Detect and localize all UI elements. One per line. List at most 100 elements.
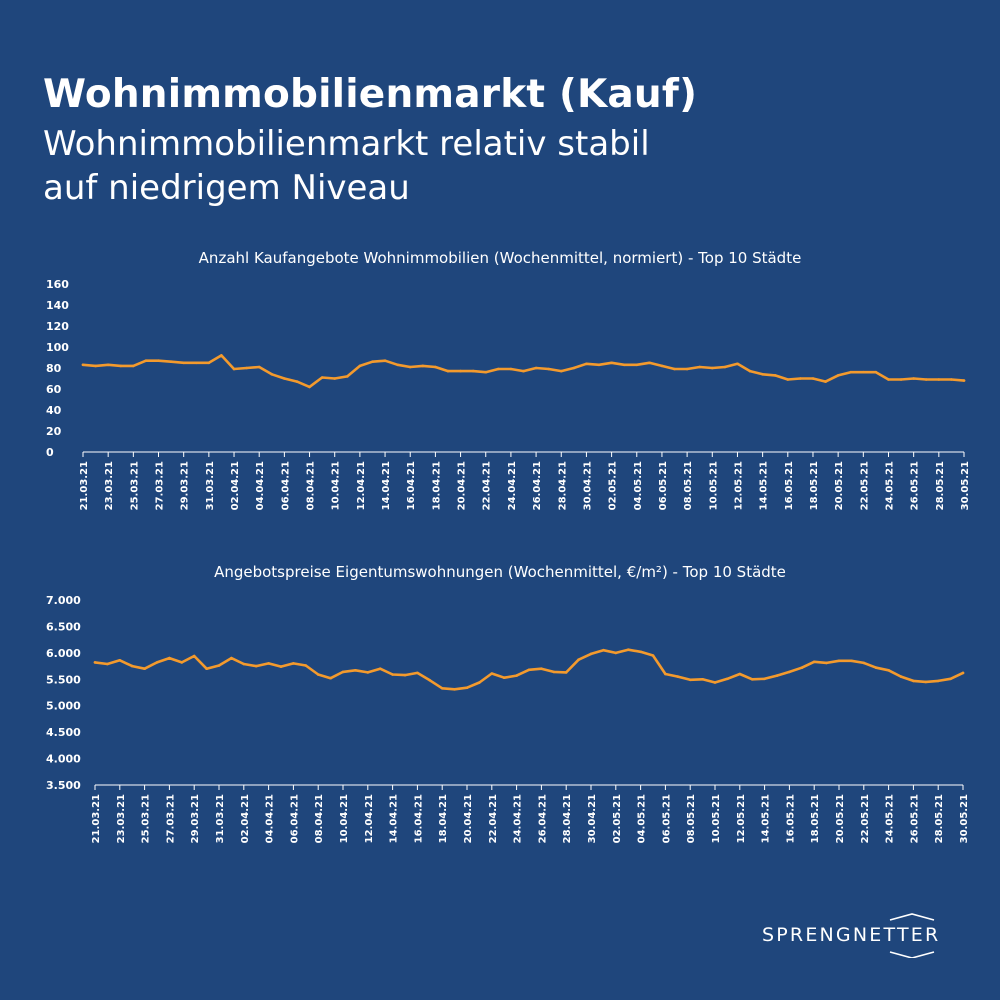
chart-1-data-point	[685, 367, 689, 371]
chart-2-data-point	[775, 674, 779, 677]
chart-2-data-point	[453, 688, 456, 691]
chart-2-x-tick-label: 14.04.21	[389, 794, 400, 843]
chart-1-data-point	[597, 363, 601, 367]
chart-1-data-point	[836, 374, 840, 377]
chart-2-x-tick-label: 21.03.21	[91, 794, 102, 843]
chart-1-data-point	[622, 363, 626, 367]
chart-1-data-point	[748, 369, 752, 373]
chart-2-x-tick-label: 06.04.21	[289, 794, 300, 843]
chart-2-data-point	[540, 667, 543, 670]
chart-2-x-tick-label: 04.04.21	[265, 794, 276, 843]
chart-2-data-point	[552, 670, 556, 674]
chart-1-y-tick-label: 60	[46, 383, 62, 396]
chart-2-x-tick-label: 06.05.21	[661, 794, 672, 843]
chart-2-data-point	[168, 656, 171, 660]
chart-1-data-point	[849, 370, 852, 374]
chart-2-data-point	[713, 681, 717, 684]
chart-2-data-point	[354, 669, 357, 672]
chart-2-x-tick-label: 22.04.21	[488, 794, 499, 843]
chart-2-data-point	[949, 677, 952, 681]
chart-1-data-point	[484, 370, 488, 374]
chart-1-data-point	[547, 367, 550, 371]
logo-bracket-icon	[889, 913, 935, 958]
chart-2-data-point	[118, 659, 122, 662]
chart-1-y-tick-label: 140	[46, 299, 69, 312]
chart-1-y-tick-label: 120	[46, 320, 69, 333]
chart-2-data-point	[589, 652, 593, 656]
chart-2-y-tick-label: 7.000	[46, 594, 81, 607]
chart-1-x-tick-label: 06.04.21	[280, 461, 291, 510]
chart-1-x-tick-label: 08.04.21	[306, 461, 317, 510]
chart-1-data-point	[81, 363, 85, 367]
chart-2-data-point	[478, 681, 481, 684]
chart-1-data-point	[761, 373, 764, 376]
chart-2-data-point	[912, 679, 915, 683]
chart-1-x-tick-label: 16.04.21	[406, 461, 417, 510]
chart-1-x-tick-label: 02.05.21	[608, 461, 619, 510]
chart-1-x-tick-label: 24.04.21	[507, 461, 518, 510]
chart-1-y-tick-label: 40	[46, 404, 62, 417]
chart-2-data-point	[639, 650, 642, 654]
chart-2-data-point	[614, 651, 618, 655]
chart-2-x-tick-label: 16.04.21	[413, 794, 424, 843]
chart-1-data-point	[610, 361, 613, 365]
chart-2-data-point	[564, 671, 568, 674]
chart-2-data-point	[391, 673, 394, 676]
chart-1-data-point	[711, 366, 714, 370]
chart-2-data-point	[341, 670, 345, 674]
chart-2-data-point	[825, 661, 828, 665]
chart-1-x-tick-label: 20.05.21	[834, 461, 845, 510]
chart-2-data-point	[242, 662, 246, 666]
chart-1-data-point	[773, 374, 777, 377]
page-title: Wohnimmobilienmarkt (Kauf)	[43, 72, 698, 117]
chart-1-data-point	[560, 369, 563, 373]
chart-1-data-point	[421, 364, 425, 368]
logo-text: SPRENGNETTER	[762, 924, 941, 946]
chart-2-data-point	[254, 664, 258, 668]
chart-1-data-point	[132, 364, 135, 368]
chart-1-data-point	[169, 360, 173, 363]
chart-2-data-point	[738, 672, 742, 676]
chart-1-data-point	[924, 378, 928, 381]
chart-1-y-tick-label: 100	[46, 341, 69, 354]
chart-2-x-tick-label: 10.05.21	[711, 794, 722, 843]
chart-1-x-tick-label: 06.05.21	[658, 461, 669, 510]
chart-1-data-point	[824, 380, 827, 383]
chart-1-data-point	[144, 359, 148, 362]
chart-1-data-point	[572, 366, 576, 370]
chart-2-data-point	[527, 668, 531, 672]
chart-1-y-tick-label: 80	[46, 362, 62, 375]
prices-chart: 3.500 4.000 4.500 5.000 5.500 6.000 6.500 7.000…	[46, 594, 970, 843]
chart-2-x-tick-label: 02.04.21	[240, 794, 251, 843]
chart-2-data-point	[205, 667, 208, 670]
chart-2-data-point	[93, 661, 97, 664]
chart-2-y-tick-label: 6.500	[46, 620, 81, 633]
chart-1-data-point	[94, 364, 97, 368]
chart-2-data-point	[726, 677, 729, 681]
chart-2-data-point	[626, 648, 630, 651]
chart-1-data-point	[698, 365, 701, 369]
chart-2-data-point	[874, 666, 878, 669]
chart-1-x-tick-label: 10.05.21	[708, 461, 719, 510]
chart-1-x-tick-label: 25.03.21	[129, 461, 140, 510]
chart-2-data-point	[936, 679, 940, 683]
chart-2-data-point	[515, 674, 518, 677]
chart-2-data-point	[155, 661, 159, 664]
chart-2-data-point	[688, 678, 692, 682]
chart-2-data-point	[428, 679, 432, 682]
chart-1-x-tick-label: 04.04.21	[255, 461, 266, 510]
chart-2-x-tick-label: 30.05.21	[959, 794, 970, 843]
chart-2-y-tick-label: 5.000	[46, 700, 81, 713]
chart-2-x-tick-label: 27.03.21	[165, 794, 176, 843]
chart-2-data-point	[676, 675, 680, 678]
chart-1-data-point	[673, 367, 676, 371]
chart-2-x-tick-label: 25.03.21	[141, 794, 152, 843]
chart-1-x-tick-label: 12.05.21	[733, 461, 744, 510]
chart-2-data-point	[664, 672, 667, 676]
chart-2-data-point	[304, 664, 308, 667]
chart-1-data-point	[497, 367, 500, 371]
chart-1-x-tick-label: 22.04.21	[482, 461, 493, 510]
chart-2-x-tick-label: 23.03.21	[116, 794, 127, 843]
chart-2-x-tick-label: 04.05.21	[637, 794, 648, 843]
chart-1-data-point	[648, 361, 651, 365]
